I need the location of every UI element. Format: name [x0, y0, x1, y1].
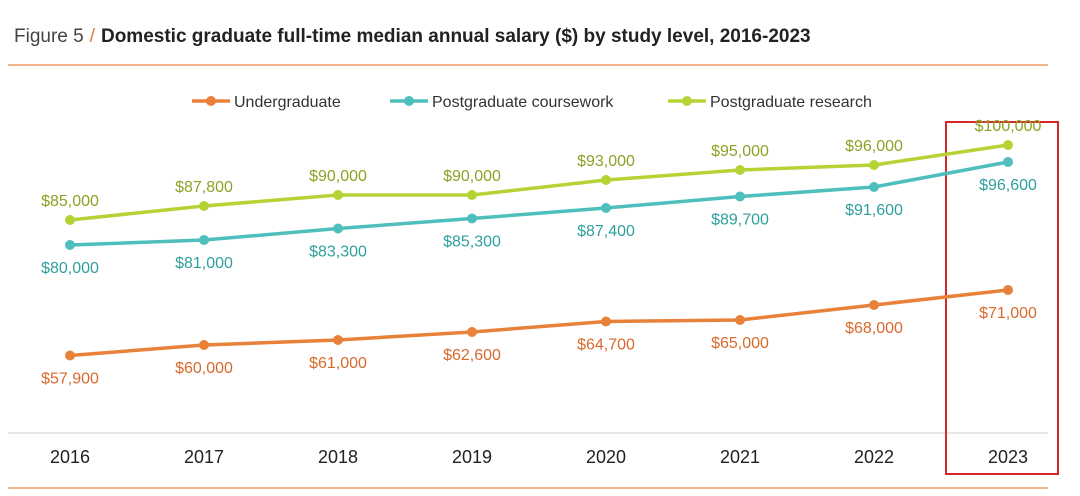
- x-tick-label: 2016: [50, 447, 90, 467]
- data-label: $85,000: [41, 193, 99, 210]
- x-tick-label: 2018: [318, 447, 358, 467]
- series-line: [69, 143, 1009, 222]
- data-label: $95,000: [711, 143, 769, 160]
- data-point: [601, 175, 611, 185]
- data-point: [735, 315, 745, 325]
- data-point: [65, 350, 75, 361]
- chart-title: Domestic graduate full-time median annua…: [100, 26, 811, 47]
- data-label: $85,300: [443, 234, 501, 251]
- data-point: [869, 160, 879, 170]
- data-label: $64,700: [577, 337, 635, 354]
- data-label: $60,000: [175, 360, 233, 377]
- data-label: $83,300: [309, 244, 367, 261]
- data-point: [333, 190, 343, 200]
- data-point: [601, 203, 611, 213]
- legend-swatch-marker: [206, 96, 216, 106]
- x-tick-label: 2020: [586, 447, 626, 467]
- data-point: [467, 327, 477, 337]
- data-point: [869, 182, 879, 192]
- data-label: $100,000: [975, 118, 1042, 135]
- data-point: [65, 215, 75, 225]
- data-point: [199, 201, 209, 211]
- data-point: [869, 300, 879, 310]
- data-label: $91,600: [845, 202, 903, 219]
- data-label: $90,000: [309, 168, 367, 185]
- legend-entry: Postgraduate research: [710, 94, 872, 111]
- data-point: [65, 240, 75, 250]
- data-point: [467, 213, 477, 224]
- data-label: $80,000: [41, 260, 99, 277]
- data-label: $57,900: [41, 371, 99, 388]
- title-separator: /: [89, 26, 95, 47]
- data-point: [735, 191, 745, 202]
- data-label: $89,700: [711, 212, 769, 229]
- data-label: $87,400: [577, 223, 635, 240]
- top-rule: [8, 64, 1048, 66]
- data-point: [1003, 285, 1013, 295]
- legend-swatch-marker: [682, 96, 692, 106]
- data-label: $71,000: [979, 305, 1037, 322]
- data-point: [1003, 157, 1013, 167]
- legend-entry: Postgraduate coursework: [432, 94, 614, 111]
- data-label: $68,000: [845, 320, 903, 337]
- x-tick-label: 2021: [720, 447, 760, 467]
- data-point: [199, 235, 209, 245]
- figure-number: Figure 5: [14, 26, 84, 47]
- data-label: $87,800: [175, 179, 233, 196]
- data-label: $96,600: [979, 177, 1037, 194]
- legend-swatch-marker: [404, 96, 414, 106]
- x-tick-label: 2017: [184, 447, 224, 467]
- data-label: $81,000: [175, 255, 233, 272]
- data-point: [333, 335, 343, 345]
- data-point: [333, 223, 343, 234]
- data-label: $90,000: [443, 168, 501, 185]
- legend-entry: Undergraduate: [234, 94, 341, 111]
- x-tick-label: 2022: [854, 447, 894, 467]
- data-point: [735, 165, 745, 175]
- data-point: [601, 316, 611, 327]
- bottom-rule: [8, 487, 1048, 489]
- x-tick-label: 2023: [988, 447, 1028, 467]
- data-label: $96,000: [845, 138, 903, 155]
- data-label: $61,000: [309, 355, 367, 372]
- data-label: $62,600: [443, 347, 501, 364]
- series-line: [69, 288, 1009, 358]
- data-point: [467, 190, 477, 200]
- data-point: [1003, 140, 1013, 150]
- chart-header: Figure 5/Domestic graduate full-time med…: [14, 26, 811, 48]
- data-label: $93,000: [577, 153, 635, 170]
- highlight-box: [945, 121, 1059, 475]
- series-line: [69, 160, 1009, 247]
- data-point: [199, 340, 209, 350]
- data-label: $65,000: [711, 335, 769, 352]
- x-tick-label: 2019: [452, 447, 492, 467]
